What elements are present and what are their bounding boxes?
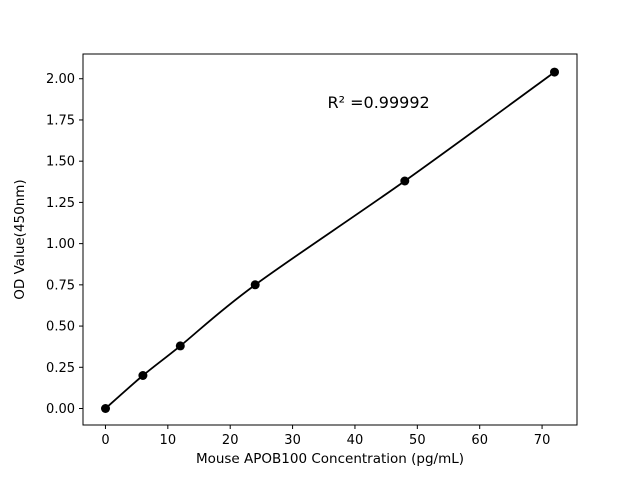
x-tick-label: 50 [409,433,426,448]
fit-line [104,71,556,410]
x-tick-label: 30 [284,433,301,448]
data-point-marker [400,176,410,186]
y-tick-label: 0.75 [46,278,75,293]
x-tick-label: 0 [101,433,109,448]
data-point-marker [138,371,148,380]
x-tick-label: 20 [222,433,239,448]
x-axis-label: Mouse APOB100 Concentration (pg/mL) [196,451,464,467]
data-point-marker [550,67,559,77]
y-tick-label: 1.00 [46,237,75,252]
data-point-marker [101,404,110,413]
y-tick-label: 0.25 [46,361,75,376]
y-tick-label: 0.50 [46,320,75,335]
x-tick-label: 70 [534,433,551,448]
x-tick-label: 40 [347,433,364,448]
y-tick-label: 2.00 [46,72,75,87]
y-tick-label: 0.00 [46,402,75,417]
y-tick-label: 1.50 [46,155,75,170]
data-point-marker [175,341,185,351]
y-axis-label: OD Value(450nm) [12,179,28,299]
y-tick-label: 1.75 [46,113,75,128]
data-point-marker [250,280,260,290]
y-tick-label: 1.25 [46,196,75,211]
x-tick-label: 60 [471,433,488,448]
axes-frame [82,53,578,426]
x-tick-label: 10 [160,433,177,448]
r-squared-annotation: R² =0.99992 [328,93,430,112]
